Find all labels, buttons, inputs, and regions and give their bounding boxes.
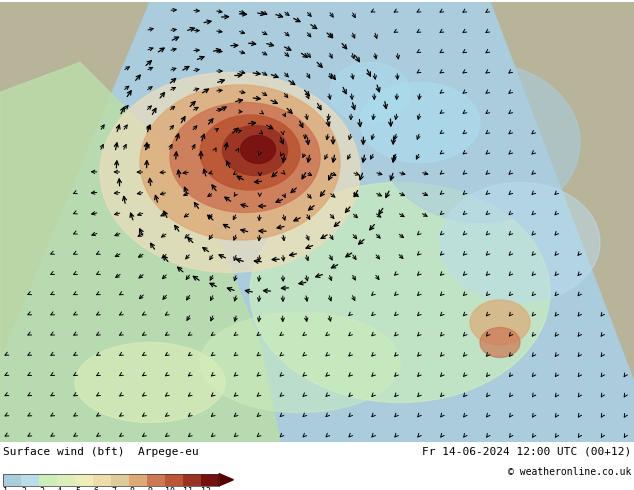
Ellipse shape	[330, 62, 410, 122]
Ellipse shape	[200, 115, 300, 190]
Bar	[201, 474, 219, 486]
Text: 1: 1	[3, 487, 8, 490]
Polygon shape	[0, 2, 634, 442]
Polygon shape	[219, 474, 233, 486]
Ellipse shape	[200, 313, 400, 413]
Text: 3: 3	[39, 487, 44, 490]
Bar	[39, 474, 57, 486]
Bar	[147, 474, 165, 486]
Bar	[111, 474, 129, 486]
Polygon shape	[0, 62, 280, 442]
Ellipse shape	[250, 182, 550, 402]
Ellipse shape	[100, 73, 360, 272]
Text: Fr 14-06-2024 12:00 UTC (00+12): Fr 14-06-2024 12:00 UTC (00+12)	[422, 447, 631, 457]
Ellipse shape	[380, 62, 580, 222]
Bar	[183, 474, 201, 486]
Ellipse shape	[480, 327, 520, 358]
Bar	[165, 474, 183, 486]
Text: 11: 11	[183, 487, 193, 490]
Text: 2: 2	[21, 487, 26, 490]
Ellipse shape	[470, 300, 530, 345]
Text: 9: 9	[147, 487, 152, 490]
Bar	[3, 474, 21, 486]
Bar	[57, 474, 75, 486]
Ellipse shape	[440, 182, 600, 302]
Text: Surface wind (bft)  Arpege-eu: Surface wind (bft) Arpege-eu	[3, 447, 198, 457]
Text: 10: 10	[165, 487, 175, 490]
Ellipse shape	[223, 125, 287, 175]
Bar	[21, 474, 39, 486]
Ellipse shape	[360, 82, 480, 163]
Bar	[129, 474, 147, 486]
Ellipse shape	[170, 102, 320, 213]
Text: 6: 6	[93, 487, 98, 490]
Text: 4: 4	[57, 487, 62, 490]
Text: 7: 7	[111, 487, 116, 490]
Text: © weatheronline.co.uk: © weatheronline.co.uk	[508, 467, 631, 477]
Bar	[3, 474, 219, 486]
Bar	[93, 474, 111, 486]
Ellipse shape	[75, 343, 225, 422]
Text: 5: 5	[75, 487, 80, 490]
Ellipse shape	[140, 85, 340, 240]
Text: 8: 8	[129, 487, 134, 490]
Bar	[75, 474, 93, 486]
Ellipse shape	[240, 135, 276, 164]
Text: 12: 12	[201, 487, 211, 490]
Polygon shape	[0, 2, 634, 442]
